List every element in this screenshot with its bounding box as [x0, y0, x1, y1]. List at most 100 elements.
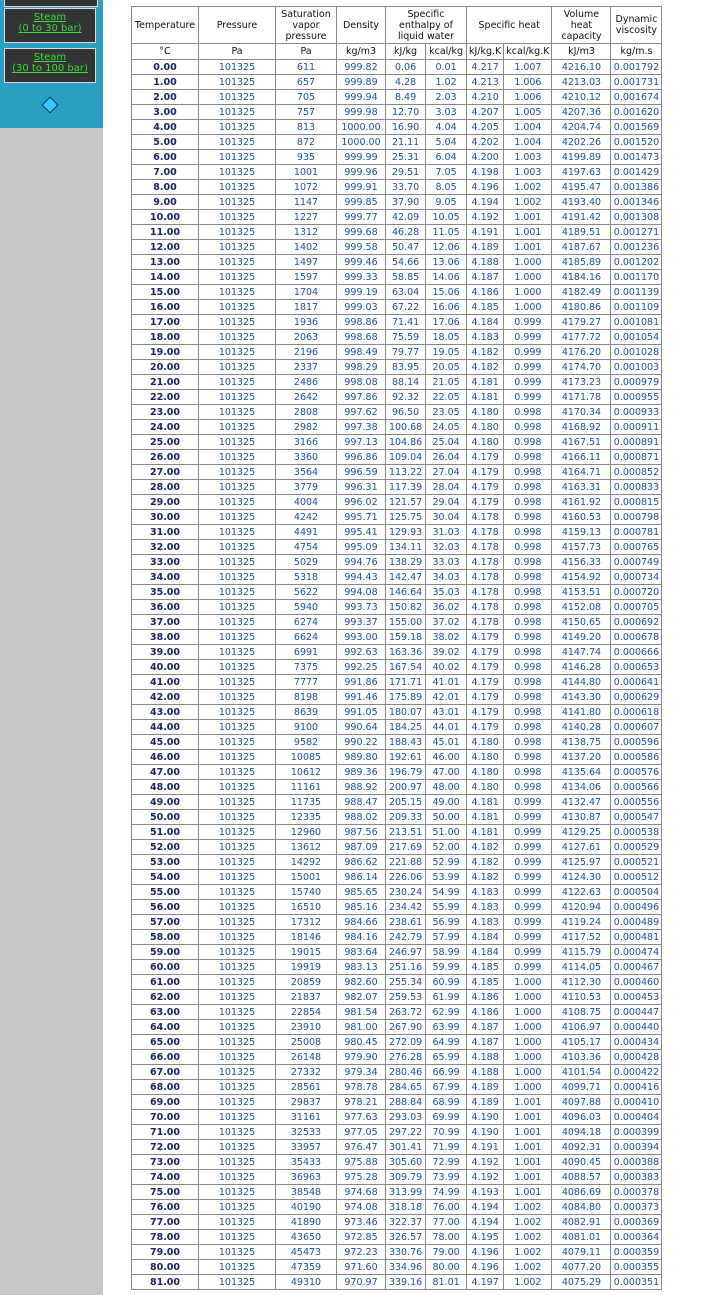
temperature-cell: 36.00 — [131, 599, 199, 615]
table-row: 35.00 101325 5622 994.08 146.64 35.03 4.178 0.9… — [131, 584, 663, 600]
value-cell: 994.43 — [336, 569, 386, 585]
temperature-cell: 51.00 — [131, 824, 199, 840]
value-cell: 101325 — [198, 299, 276, 315]
value-cell: 4152.08 — [551, 599, 612, 615]
table-row: 49.00 101325 11735 988.47 205.15 49.00 4.181 0.… — [131, 794, 663, 810]
temperature-cell: 67.00 — [131, 1064, 199, 1080]
value-cell: 101325 — [198, 209, 276, 225]
value-cell: 117.39 — [384, 479, 427, 495]
value-cell: 101325 — [198, 479, 276, 495]
value-cell: 1.002 — [503, 1259, 553, 1275]
value-cell: 4.181 — [465, 809, 505, 825]
value-cell: 4.184 — [465, 929, 505, 945]
value-cell: 4160.53 — [551, 509, 612, 525]
temperature-cell: 14.00 — [131, 269, 199, 285]
value-cell: 29837 — [275, 1094, 337, 1110]
value-cell: 4096.03 — [551, 1109, 612, 1125]
value-cell: 101325 — [198, 344, 276, 360]
temperature-cell: 29.00 — [131, 494, 199, 510]
value-cell: 4.180 — [465, 419, 505, 435]
value-cell: 0.000815 — [610, 494, 663, 510]
table-row: 22.00 101325 2642 997.86 92.32 22.05 4.181 0.99… — [131, 389, 663, 405]
value-cell: 101325 — [198, 494, 276, 510]
value-cell: 0.998 — [503, 689, 553, 705]
value-cell: 995.41 — [336, 524, 386, 540]
value-cell: 4.207 — [465, 104, 505, 120]
value-cell: 2982 — [275, 419, 337, 435]
value-cell: 0.998 — [503, 674, 553, 690]
value-cell: 988.47 — [336, 794, 386, 810]
value-cell: 4210.12 — [551, 89, 612, 105]
temperature-cell: 31.00 — [131, 524, 199, 540]
value-cell: 0.000489 — [610, 914, 663, 930]
value-cell: 4110.53 — [551, 989, 612, 1005]
temperature-cell: 39.00 — [131, 644, 199, 660]
value-cell: 4130.87 — [551, 809, 612, 825]
value-cell: 101325 — [198, 1034, 276, 1050]
value-cell: 997.38 — [336, 419, 386, 435]
temperature-cell: 8.00 — [131, 179, 199, 195]
value-cell: 4092.31 — [551, 1139, 612, 1155]
nav-link[interactable]: Steam (0 to 30 bar) — [5, 12, 95, 34]
value-cell: 4161.92 — [551, 494, 612, 510]
value-cell: 0.998 — [503, 479, 553, 495]
value-cell: 230.24 — [384, 884, 427, 900]
value-cell: 988.92 — [336, 779, 386, 795]
value-cell: 38.02 — [425, 629, 467, 645]
nav-link[interactable]: Steam (30 to 100 bar) — [5, 52, 95, 74]
value-cell: 4.182 — [465, 359, 505, 375]
table-row: 53.00 101325 14292 986.62 221.88 52.99 4.182 0.… — [131, 854, 663, 870]
value-cell: 998.29 — [336, 359, 386, 375]
value-cell: 657 — [275, 74, 337, 90]
table-row: 50.00 101325 12335 988.02 209.33 50.00 4.181 0.… — [131, 809, 663, 825]
value-cell: 318.18 — [384, 1199, 427, 1215]
value-cell: 0.998 — [503, 644, 553, 660]
value-cell: 4.185 — [465, 974, 505, 990]
table-body: 0.00 101325 611 999.82 0.06 0.01 4.217 1.007 421… — [131, 59, 663, 1290]
value-cell: 101325 — [198, 1199, 276, 1215]
table-row: 52.00 101325 13612 987.09 217.69 52.00 4.182 0.… — [131, 839, 663, 855]
table-row: 51.00 101325 12960 987.56 213.51 51.00 4.181 0.… — [131, 824, 663, 840]
value-cell: 1.006 — [503, 74, 553, 90]
value-cell: 26148 — [275, 1049, 337, 1065]
value-cell: 9.05 — [425, 194, 467, 210]
value-cell: 0.001271 — [610, 224, 663, 240]
value-cell: 101325 — [198, 674, 276, 690]
table-row: 62.00 101325 21837 982.07 259.53 61.99 4.186 1.… — [131, 989, 663, 1005]
value-cell: 4.186 — [465, 284, 505, 300]
value-cell: 4.188 — [465, 1049, 505, 1065]
value-cell: 0.000538 — [610, 824, 663, 840]
value-cell: 29.04 — [425, 494, 467, 510]
value-cell: 0.998 — [503, 629, 553, 645]
value-cell: 995.09 — [336, 539, 386, 555]
table-row: 27.00 101325 3564 996.59 113.22 27.04 4.179 0.9… — [131, 464, 663, 480]
value-cell: 4.187 — [465, 1034, 505, 1050]
value-cell: 11.05 — [425, 224, 467, 240]
temperature-cell: 81.00 — [131, 1274, 199, 1290]
value-cell: 0.000596 — [610, 734, 663, 750]
diamond-icon[interactable] — [41, 96, 59, 114]
value-cell: 14.06 — [425, 269, 467, 285]
value-cell: 49.00 — [425, 794, 467, 810]
value-cell: 4176.20 — [551, 344, 612, 360]
value-cell: 101325 — [198, 164, 276, 180]
value-cell: 0.000734 — [610, 569, 663, 585]
nav-box: Steam (0 to 30 bar) — [4, 8, 96, 43]
value-cell: 991.86 — [336, 674, 386, 690]
value-cell: 999.98 — [336, 104, 386, 120]
value-cell: 0.999 — [503, 389, 553, 405]
value-cell: 4099.71 — [551, 1079, 612, 1095]
value-cell: 46.28 — [384, 224, 427, 240]
value-cell: 309.79 — [384, 1169, 427, 1185]
value-cell: 101325 — [198, 329, 276, 345]
value-cell: 57.99 — [425, 929, 467, 945]
value-cell: 101325 — [198, 869, 276, 885]
value-cell: 0.000394 — [610, 1139, 663, 1155]
value-cell: 0.000629 — [610, 689, 663, 705]
table-row: 60.00 101325 19919 983.13 251.16 59.99 4.185 0.… — [131, 959, 663, 975]
table-row: 58.00 101325 18146 984.16 242.79 57.99 4.184 0.… — [131, 929, 663, 945]
value-cell: 301.41 — [384, 1139, 427, 1155]
value-cell: 101325 — [198, 614, 276, 630]
table-row: 8.00 101325 1072 999.91 33.70 8.05 4.196 1.002 4… — [131, 179, 663, 195]
value-cell: 4.187 — [465, 1019, 505, 1035]
